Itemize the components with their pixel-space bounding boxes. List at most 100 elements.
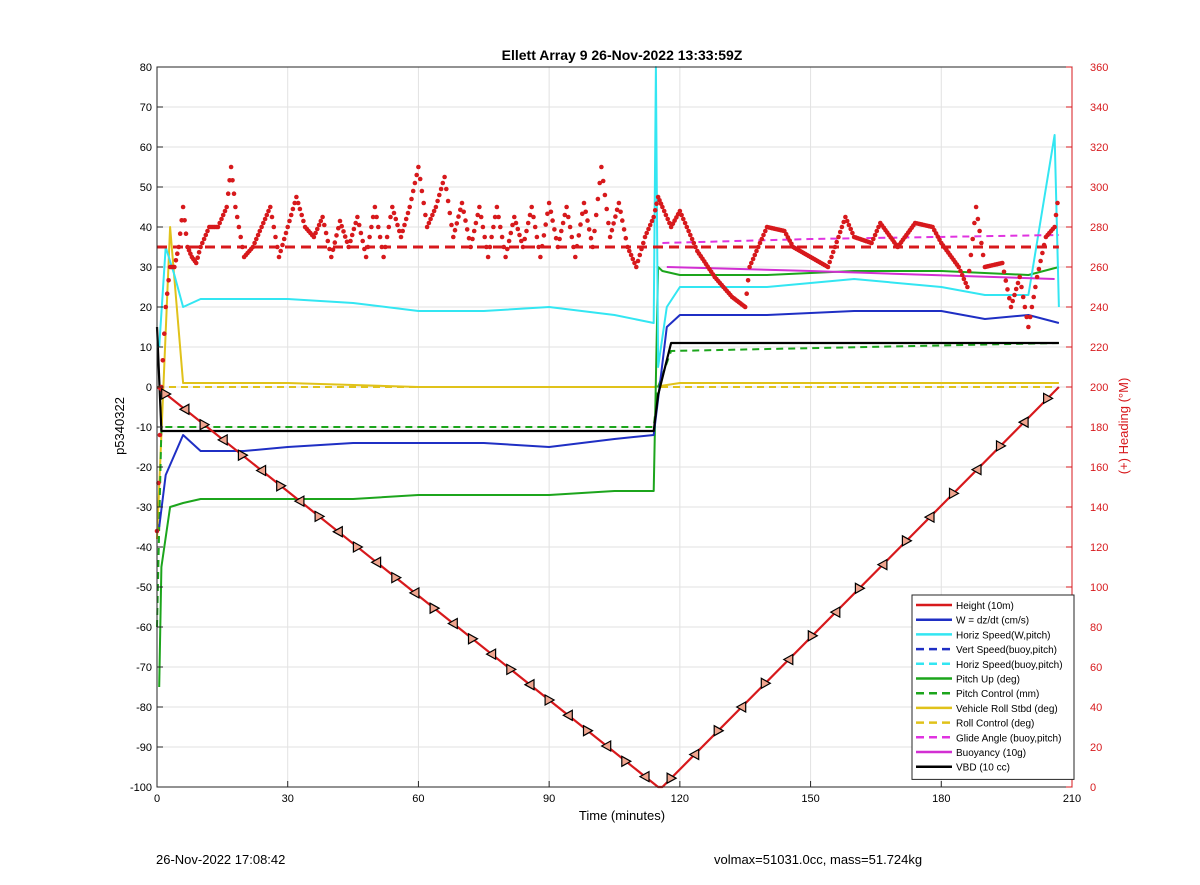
x-axis: 0 30 60 90 120 150 180 210	[154, 781, 1081, 805]
heading-point	[461, 209, 467, 215]
heading-point	[616, 200, 622, 206]
heading-point	[550, 218, 555, 223]
heading-point	[980, 252, 986, 258]
heading-point	[283, 230, 289, 236]
height-marker	[923, 511, 935, 524]
heading-point	[281, 236, 287, 242]
x-axis-label: Time (minutes)	[579, 808, 665, 823]
heading-point	[215, 224, 221, 230]
heading-point	[543, 222, 548, 227]
heading-point	[1034, 274, 1040, 280]
y2-tick-label: 240	[1090, 302, 1108, 314]
heading-point	[592, 228, 597, 234]
heading-point	[747, 264, 752, 270]
heading-point	[196, 250, 202, 255]
heading-point	[646, 226, 651, 232]
x-tick-label: 210	[1063, 793, 1081, 805]
heading-point	[183, 231, 189, 236]
heading-point	[200, 240, 205, 246]
heading-point	[506, 238, 512, 244]
y-tick-label: 0	[146, 382, 152, 394]
heading-point	[1017, 274, 1022, 280]
y2-tick-label: 20	[1090, 742, 1102, 754]
heading-point	[367, 234, 372, 240]
height-marker	[276, 479, 287, 492]
y-tick-label: 40	[140, 222, 152, 234]
heading-point	[679, 212, 684, 218]
heading-point	[553, 235, 559, 241]
heading-point	[1003, 278, 1009, 283]
heading-point	[341, 229, 346, 234]
heading-point	[630, 256, 636, 262]
heading-point	[1024, 314, 1029, 320]
heading-point	[1033, 284, 1038, 290]
heading-point	[532, 224, 538, 230]
heading-point	[606, 220, 611, 226]
heading-point	[515, 226, 521, 232]
heading-point	[844, 218, 850, 224]
y-tick-label: -20	[136, 462, 152, 474]
heading-point	[763, 228, 768, 234]
heading-point	[1019, 284, 1024, 290]
heading-point	[661, 208, 667, 214]
height-marker	[854, 582, 866, 595]
heading-point	[1053, 212, 1059, 218]
heading-point	[201, 236, 207, 242]
heading-point	[477, 204, 482, 210]
heading-point	[1013, 286, 1019, 292]
heading-point	[1012, 292, 1017, 298]
y2-tick-label: 360	[1090, 62, 1108, 74]
height-marker	[447, 617, 458, 630]
heading-point	[536, 244, 541, 250]
heading-point	[390, 204, 395, 210]
legend: Height (10m) W = dz/dt (cm/s) Horiz Speed(…	[911, 594, 1075, 780]
y-tick-label: -60	[136, 622, 152, 634]
height-marker	[995, 439, 1007, 452]
legend-label: Roll Control (deg)	[956, 719, 1034, 730]
heading-point	[569, 234, 575, 240]
heading-point	[1000, 260, 1005, 266]
heading-point	[693, 244, 698, 250]
heading-point	[433, 204, 439, 210]
heading-point	[409, 196, 414, 202]
heading-point	[470, 236, 475, 242]
heading-point	[585, 218, 590, 223]
series-w-dz-dt-cm-s	[158, 310, 1060, 528]
heading-point	[482, 234, 488, 240]
height-marker	[178, 403, 190, 416]
heading-point	[1007, 295, 1012, 301]
heading-point	[431, 208, 437, 214]
heading-point	[1041, 242, 1047, 248]
heading-point	[604, 206, 609, 212]
y-tick-label: -10	[136, 422, 152, 434]
heading-point	[362, 246, 367, 252]
heading-point	[334, 233, 339, 238]
heading-point	[320, 214, 325, 220]
y2-tick-label: 300	[1090, 182, 1108, 194]
heading-point	[222, 208, 228, 214]
heading-point	[644, 230, 649, 236]
heading-point	[573, 254, 578, 260]
heading-point	[173, 258, 179, 263]
heading-point	[567, 224, 573, 230]
heading-point	[471, 228, 477, 234]
heading-point	[484, 244, 489, 250]
y2-tick-label: 140	[1090, 502, 1108, 514]
heading-point	[160, 358, 166, 363]
height-marker	[600, 739, 612, 753]
heading-point	[290, 206, 296, 212]
heading-point	[654, 201, 659, 206]
height-marker	[467, 632, 479, 645]
heading-point	[473, 220, 479, 226]
heading-point	[744, 291, 749, 297]
heading-point	[534, 234, 540, 240]
heading-point	[428, 216, 433, 222]
heading-point	[400, 228, 406, 234]
heading-point	[355, 214, 360, 220]
height-marker	[293, 495, 305, 508]
y-axis-label: p5340322	[112, 397, 127, 455]
heading-point	[437, 192, 442, 198]
heading-point	[348, 238, 353, 244]
heading-point	[257, 228, 263, 234]
x-tick-label: 30	[282, 793, 294, 805]
